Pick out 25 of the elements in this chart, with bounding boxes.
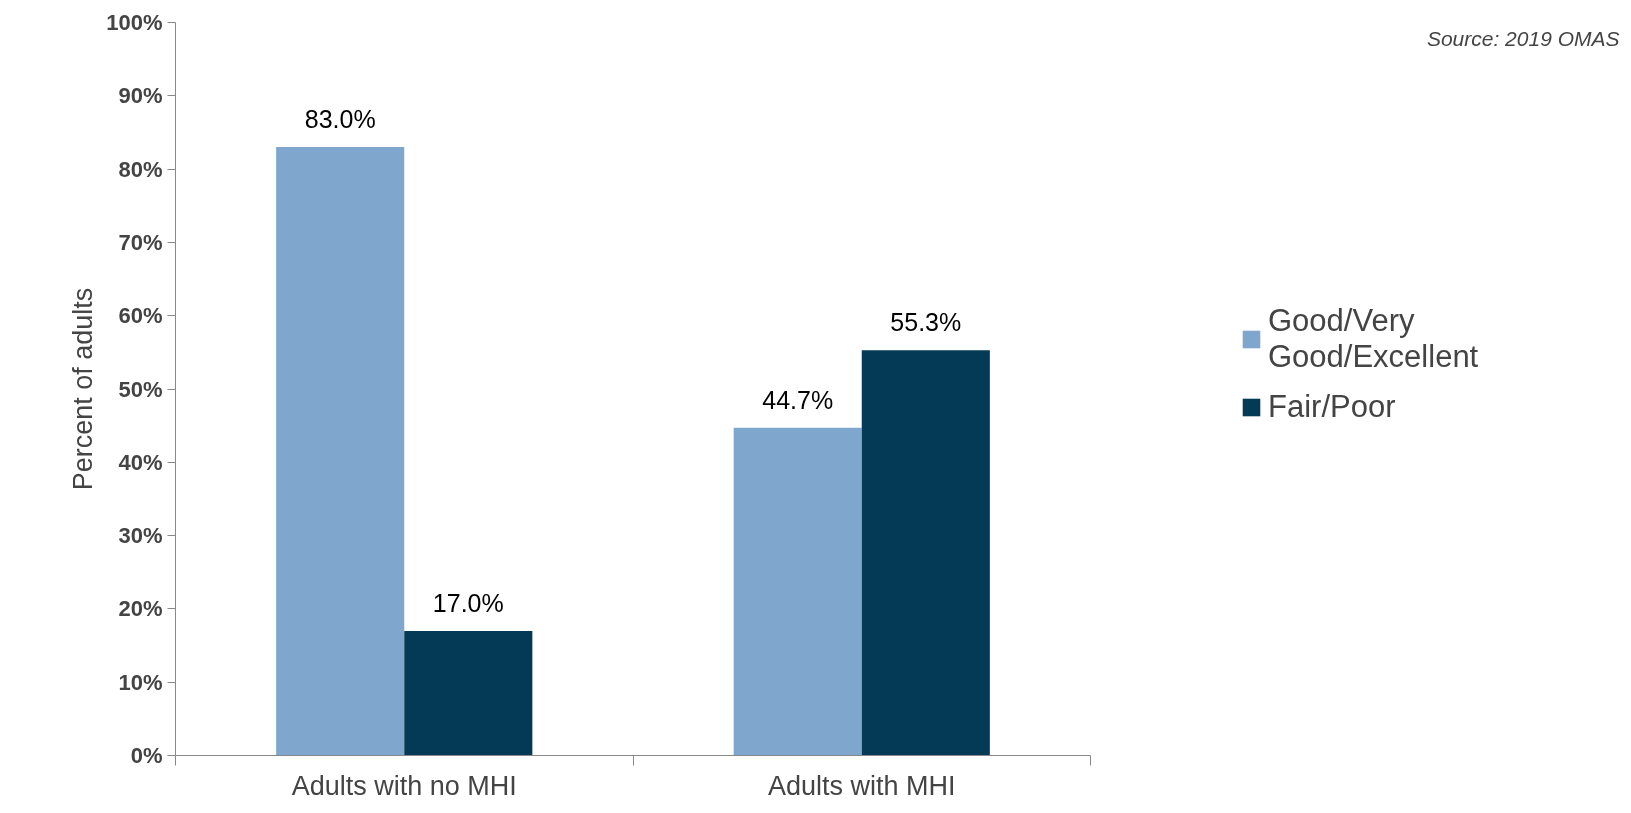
y-tick-label: 90% bbox=[118, 83, 163, 109]
y-tick-label: 10% bbox=[118, 669, 163, 695]
x-tick-label: Adults with MHI bbox=[767, 770, 956, 801]
bar bbox=[733, 427, 862, 756]
x-tick-label: Adults with no MHI bbox=[291, 770, 517, 801]
y-tick-label: 50% bbox=[118, 376, 163, 402]
y-tick-label: 80% bbox=[118, 156, 163, 182]
y-tick-label: 70% bbox=[118, 229, 163, 255]
data-label: 44.7% bbox=[762, 385, 834, 414]
y-tick-label: 0% bbox=[130, 743, 163, 768]
source-note: Source: 2019 OMAS bbox=[1426, 26, 1620, 50]
data-label: 17.0% bbox=[432, 588, 504, 617]
y-tick-label: 20% bbox=[118, 596, 163, 622]
bar bbox=[404, 630, 533, 756]
bar bbox=[861, 350, 990, 756]
y-tick-label: 30% bbox=[118, 523, 163, 549]
legend-label: Good/Very Good/Excellent bbox=[1268, 303, 1479, 375]
y-tick-label: 100% bbox=[106, 10, 163, 35]
bar bbox=[276, 147, 405, 756]
legend-label: Fair/Poor bbox=[1268, 389, 1396, 425]
y-tick-label: 40% bbox=[118, 449, 163, 475]
y-tick-label: 60% bbox=[118, 303, 163, 329]
data-label: 83.0% bbox=[304, 105, 376, 134]
data-label: 55.3% bbox=[890, 308, 962, 337]
y-axis-title: Percent of adults bbox=[68, 287, 99, 491]
